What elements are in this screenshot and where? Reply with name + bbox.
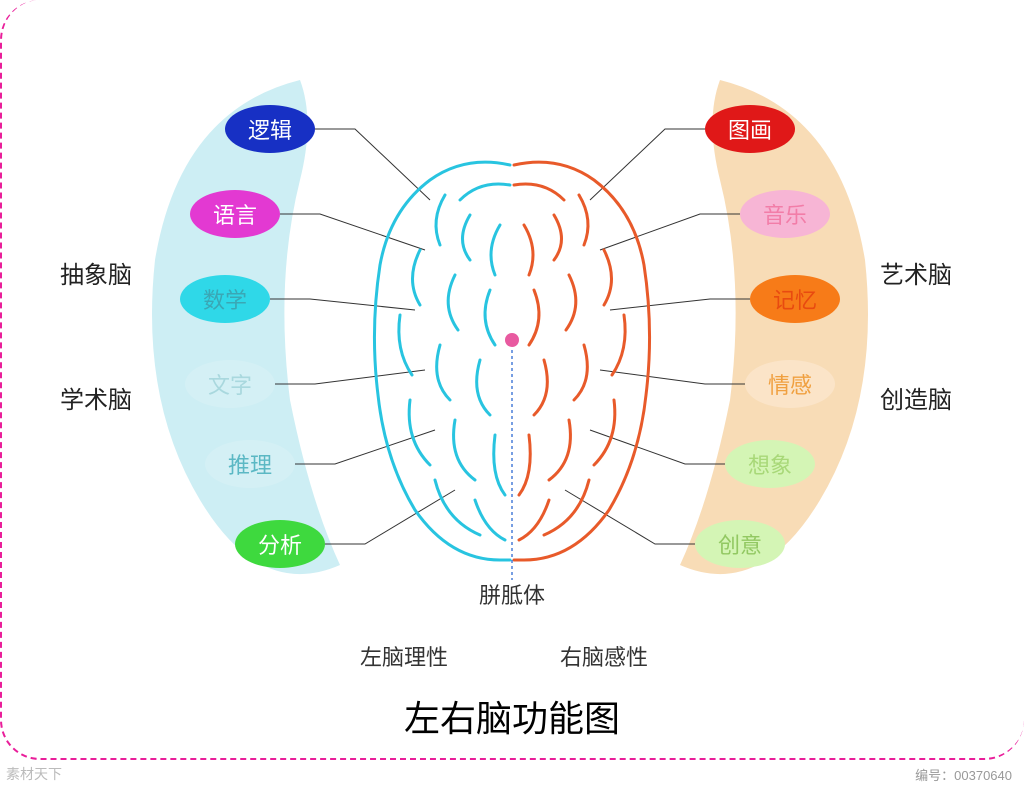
corpus-callosum-label: 胼胝体 [479, 578, 545, 610]
left-function-分析: 分析 [235, 520, 325, 568]
right-outer-创造脑: 创造脑 [880, 380, 952, 415]
right-function-音乐: 音乐 [740, 190, 830, 238]
left-function-数学: 数学 [180, 275, 270, 323]
main-title: 左右脑功能图 [404, 690, 620, 742]
right-function-图画: 图画 [705, 105, 795, 153]
meta-id: 编号：00370640 [915, 765, 1012, 784]
right-function-情感: 情感 [745, 360, 835, 408]
right-blob [680, 80, 868, 574]
right-function-记忆: 记忆 [750, 275, 840, 323]
left-function-逻辑: 逻辑 [225, 105, 315, 153]
right-brain [514, 162, 650, 560]
left-blob [152, 80, 340, 574]
right-sub-label: 右脑感性 [560, 640, 648, 672]
left-function-推理: 推理 [205, 440, 295, 488]
right-function-想象: 想象 [725, 440, 815, 488]
right-outer-艺术脑: 艺术脑 [880, 255, 952, 290]
left-function-文字: 文字 [185, 360, 275, 408]
left-function-语言: 语言 [190, 190, 280, 238]
watermark-text: 素材天下 [6, 764, 62, 784]
left-outer-学术脑: 学术脑 [60, 380, 132, 415]
dashed-frame [0, 0, 1024, 760]
left-sub-label: 左脑理性 [360, 640, 448, 672]
right-function-创意: 创意 [695, 520, 785, 568]
left-brain [374, 162, 510, 560]
left-outer-抽象脑: 抽象脑 [60, 255, 132, 290]
